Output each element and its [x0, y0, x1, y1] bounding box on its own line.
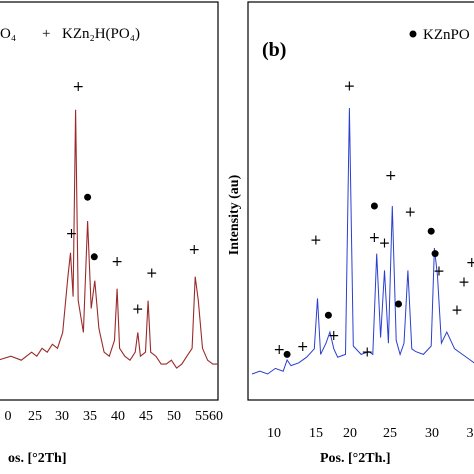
panel-a-x-tick-3: 35	[83, 409, 97, 424]
panel-b-marker-dot-15	[431, 250, 439, 258]
panel-b-frame	[247, 1, 474, 401]
panel-b-marker-plus-18: +	[458, 275, 470, 291]
panel-a-trace	[0, 109, 218, 369]
panel-b-legend-text-0: KZnPO	[423, 27, 470, 43]
panel-b-x-tick-5: 3	[467, 426, 474, 441]
panel-b-marker-plus-16: +	[433, 263, 445, 279]
panel-a: O₄ + KZn₂H(PO₄) + + + + + + 0 25 30 35 40 45 50 55 60…	[0, 1, 224, 466]
panel-a-marker-plus-6: +	[146, 266, 158, 282]
panel-a-x-tick-2: 30	[55, 409, 69, 424]
panel-b-marker-plus-3: +	[310, 233, 322, 249]
panel-a-marker-plus-5: +	[132, 302, 144, 318]
panel-b-x-tick-0: 10	[267, 426, 281, 441]
panel-b-marker-plus-7: +	[361, 345, 373, 361]
panel-b-legend-dot	[409, 30, 417, 38]
panel-b-marker-plus-10: +	[379, 235, 391, 251]
panel-a-x-tick-0: 0	[5, 409, 12, 424]
panel-a-x-tick-8: 60	[209, 409, 223, 424]
panel-b-marker-plus-17: +	[451, 303, 463, 319]
panel-a-marker-plus-0: +	[66, 226, 78, 242]
panel-a-x-axis-title: os. [°2Th]	[8, 451, 67, 466]
panel-a-marker-plus-4: +	[111, 254, 123, 270]
panel-a-x-tick-4: 40	[111, 409, 125, 424]
panel-b-marker-dot-4	[324, 311, 332, 319]
panel-a-x-tick-7: 55	[195, 409, 209, 424]
panel-b-x-tick-4: 30	[425, 426, 439, 441]
panel-b-x-tick-3: 25	[383, 426, 397, 441]
panel-b-x-axis-title: Pos. [°2Th.]	[320, 451, 391, 466]
panel-b-label: (b)	[262, 39, 286, 61]
panel-b-marker-dot-12	[395, 300, 402, 308]
panel-a-x-tick-1: 25	[28, 409, 42, 424]
panel-b-marker-dot-14	[427, 227, 435, 235]
panel-b: (b) KZnPO Intensity (au) + +++++++++++++ …	[227, 1, 474, 466]
panel-b-marker-plus-6: +	[344, 79, 356, 95]
panel-b-marker-plus-13: +	[404, 205, 416, 221]
panel-a-marker-plus-7: +	[188, 242, 200, 258]
panel-a-x-tick-5: 45	[139, 409, 153, 424]
panel-a-marker-dot-2	[84, 193, 92, 201]
panel-b-marker-plus-19: +	[466, 255, 474, 271]
panel-b-marker-plus-11: +	[385, 168, 397, 184]
panel-b-x-tick-2: 20	[343, 426, 357, 441]
panel-b-x-ticks: 10 15 20 25 30 3	[267, 426, 474, 441]
panel-b-trace	[251, 107, 474, 375]
panel-a-legend-text-0: O₄	[0, 26, 16, 42]
panel-b-marker-plus-5: +	[328, 328, 340, 344]
panel-b-y-axis-title: Intensity (au)	[227, 174, 242, 255]
panel-a-frame	[0, 1, 219, 401]
panel-b-marker-plus-0: +	[273, 342, 285, 358]
panel-a-marker-plus-1: +	[72, 79, 84, 95]
panel-a-legend-symbol-1: +	[42, 26, 50, 42]
panel-a-x-ticks: 0 25 30 35 40 45 50 55 60	[5, 409, 224, 424]
panel-b-marker-plus-2: +	[297, 339, 309, 355]
panel-b-marker-plus-9: +	[369, 230, 381, 246]
panel-b-marker-dot-8	[370, 202, 378, 210]
panel-a-legend: O₄ + KZn₂H(PO₄)	[0, 26, 140, 42]
panel-a-x-tick-6: 50	[167, 409, 181, 424]
panel-b-markers: + +++++++++++++	[273, 79, 474, 361]
panel-a-legend-text-1: KZn₂H(PO₄)	[62, 26, 140, 42]
panel-a-markers: + + + + + +	[66, 79, 200, 318]
panel-b-legend: KZnPO	[409, 27, 470, 43]
panel-b-marker-dot-1	[283, 350, 291, 358]
panel-a-marker-dot-3	[90, 253, 98, 261]
panel-b-x-tick-1: 15	[309, 426, 323, 441]
